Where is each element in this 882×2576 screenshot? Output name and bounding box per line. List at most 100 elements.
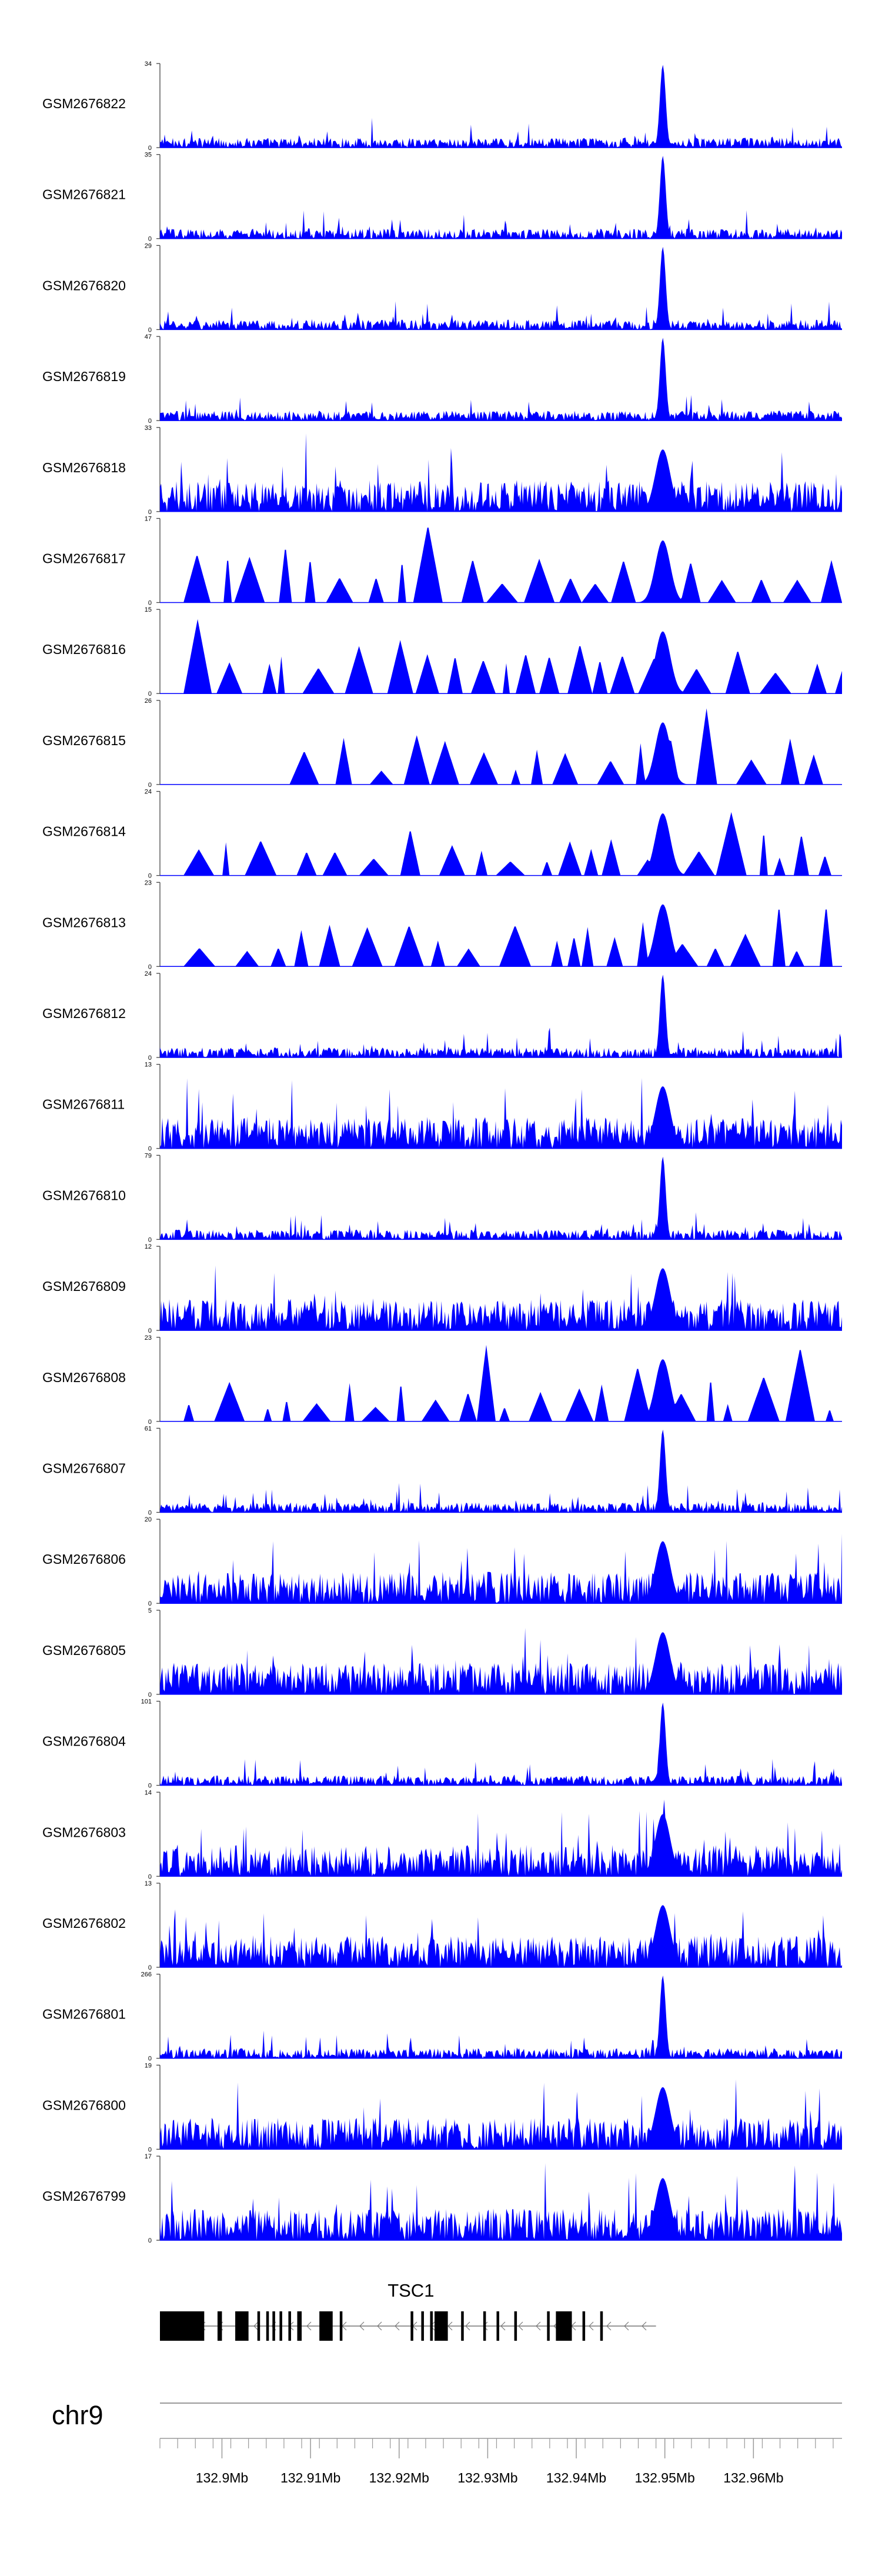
track-ymin-label: 0 [148,2056,152,2063]
track-sample-label: GSM2676814 [42,824,126,839]
gene-exon [582,2311,586,2341]
track-sample-label: GSM2676804 [42,1734,126,1749]
track-ymax-label: 47 [145,333,152,341]
axis-tick-label: 132.93Mb [457,2470,517,2485]
gene-exon [421,2311,424,2341]
track-sample-label: GSM2676817 [42,551,126,566]
coverage-track: GSM2676819 47 0 [42,333,842,425]
coverage-area [160,1533,842,1604]
coverage-track: GSM2676803 14 0 [42,1789,842,1880]
track-ymin-label: 0 [148,509,152,516]
track-ymin-label: 0 [148,1600,152,1607]
coverage-area [160,338,842,421]
track-ymin-label: 0 [148,145,152,152]
track-ymin-label: 0 [148,1419,152,1426]
track-ymax-label: 14 [145,1789,152,1796]
gene-exon [297,2311,302,2341]
track-ymax-label: 266 [141,1971,152,1978]
track-ymin-label: 0 [148,1146,152,1153]
track-ymax-label: 17 [145,516,152,523]
coverage-area [160,2079,842,2150]
coverage-area [160,904,842,967]
coverage-track: GSM2676806 20 0 [42,1516,842,1607]
coverage-track: GSM2676808 23 0 [42,1334,842,1426]
coverage-track: GSM2676799 17 0 [42,2153,842,2244]
track-ymax-label: 29 [145,242,152,249]
axis-tick-label: 132.92Mb [369,2470,429,2485]
coverage-area [160,975,842,1057]
track-ymin-label: 0 [148,963,152,970]
gene-exon [600,2311,603,2341]
coverage-area [160,2163,842,2241]
gene-exon [496,2311,499,2341]
track-ymax-label: 5 [148,1607,152,1614]
track-sample-label: GSM2676802 [42,1916,126,1931]
track-ymin-label: 0 [148,873,152,880]
coverage-area [160,1265,842,1331]
coverage-track: GSM2676812 24 0 [42,970,842,1062]
track-ymin-label: 0 [148,1691,152,1699]
coverage-area [160,1156,842,1240]
track-ymax-label: 35 [145,152,152,159]
track-ymin-label: 0 [148,690,152,698]
coverage-area [160,246,842,330]
track-sample-label: GSM2676808 [42,1370,126,1385]
track-sample-label: GSM2676799 [42,2188,126,2204]
track-ymax-label: 24 [145,789,152,796]
coverage-track: GSM2676810 79 0 [42,1152,842,1243]
coverage-track: GSM2676815 26 0 [42,698,842,789]
coverage-area [160,1344,842,1422]
coverage-area [160,708,842,785]
strand-chevron [500,2321,506,2331]
strand-chevron [253,2321,259,2331]
track-sample-label: GSM2676805 [42,1643,126,1658]
coverage-track: GSM2676802 13 0 [42,1880,842,1971]
track-ymax-label: 79 [145,1152,152,1159]
gene-exon [160,2311,205,2341]
coverage-track: GSM2676807 61 0 [42,1426,842,1517]
coverage-track: GSM2676822 34 0 [42,61,842,152]
gene-exon [235,2311,249,2341]
strand-chevron [359,2321,365,2331]
track-ymax-label: 26 [145,698,152,705]
track-ymin-label: 0 [148,236,152,243]
gene-exon [217,2311,222,2341]
gene-exon [514,2311,517,2341]
strand-chevron [536,2321,541,2331]
track-ymin-label: 0 [148,1873,152,1880]
coverage-area [160,812,842,876]
axis-tick-label: 132.96Mb [723,2470,783,2485]
coverage-track: GSM2676816 15 0 [42,606,842,698]
axis-tick-label: 132.9Mb [196,2470,249,2485]
track-ymax-label: 24 [145,970,152,977]
coverage-track: GSM2676800 19 0 [42,2062,842,2153]
strand-chevron [465,2321,470,2331]
coverage-area [160,65,842,148]
coverage-track: GSM2676818 33 0 [42,425,842,516]
coverage-area [160,528,842,603]
track-ymax-label: 33 [145,425,152,432]
track-sample-label: GSM2676803 [42,1824,126,1840]
track-ymax-label: 12 [145,1243,152,1250]
coverage-tracks: GSM2676822340GSM2676821350GSM2676820290G… [42,61,842,2244]
coverage-area [160,1799,842,1877]
track-ymax-label: 61 [145,1426,152,1433]
coverage-track: GSM2676821 35 0 [42,152,842,243]
track-sample-label: GSM2676821 [42,187,126,202]
track-ymax-label: 20 [145,1516,152,1523]
gene-exon [319,2311,333,2341]
strand-chevron [447,2321,453,2331]
track-ymax-label: 34 [145,61,152,68]
gene-exon [272,2311,275,2341]
gene-exon [339,2311,343,2341]
coverage-area [160,1976,842,2058]
track-ymin-label: 0 [148,600,152,607]
gene-track: TSC1 [160,2280,656,2341]
coverage-area [160,1078,842,1149]
gene-name-label: TSC1 [387,2280,434,2301]
track-sample-label: GSM2676807 [42,1461,126,1476]
track-ymax-label: 13 [145,1062,152,1069]
gene-exon [483,2311,486,2341]
gene-exon [547,2311,550,2341]
track-ymax-label: 13 [145,1880,152,1887]
